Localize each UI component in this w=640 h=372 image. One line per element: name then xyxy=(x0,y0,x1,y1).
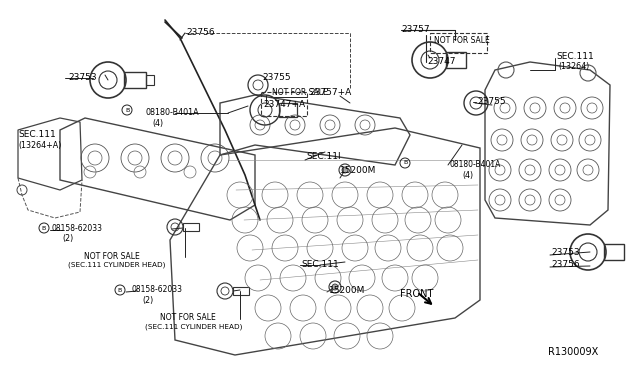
Text: 23747: 23747 xyxy=(427,57,456,66)
Text: 15200M: 15200M xyxy=(340,166,376,175)
Text: (SEC.111 CYLINDER HEAD): (SEC.111 CYLINDER HEAD) xyxy=(145,323,243,330)
Text: 23756: 23756 xyxy=(186,28,214,37)
Bar xyxy=(604,244,624,260)
Bar xyxy=(446,52,466,68)
Text: 23757: 23757 xyxy=(401,25,429,34)
Text: 08180-B401A: 08180-B401A xyxy=(450,160,501,169)
Bar xyxy=(430,33,487,53)
Bar xyxy=(124,72,146,88)
Text: (2): (2) xyxy=(142,296,153,305)
Text: R130009X: R130009X xyxy=(548,347,598,357)
Text: B: B xyxy=(118,288,122,292)
Text: FRONT: FRONT xyxy=(400,289,433,299)
Text: (4): (4) xyxy=(462,171,473,180)
Bar xyxy=(183,223,199,231)
Text: (13264): (13264) xyxy=(558,62,589,71)
Bar xyxy=(279,103,297,117)
Bar xyxy=(233,287,249,295)
Text: NOT FOR SALE: NOT FOR SALE xyxy=(84,252,140,261)
Text: (4): (4) xyxy=(152,119,163,128)
Text: SEC.11l: SEC.11l xyxy=(306,152,340,161)
Text: SEC.111: SEC.111 xyxy=(301,260,339,269)
Text: 08180-B401A: 08180-B401A xyxy=(145,108,198,117)
Circle shape xyxy=(332,284,338,290)
Text: 23756: 23756 xyxy=(551,260,580,269)
Text: 23755: 23755 xyxy=(262,73,291,82)
Text: B: B xyxy=(125,108,129,112)
Text: (SEC.111 CYLINDER HEAD): (SEC.111 CYLINDER HEAD) xyxy=(68,262,165,269)
Text: 23747+A: 23747+A xyxy=(263,100,305,109)
Text: (13264+A): (13264+A) xyxy=(18,141,61,150)
Text: (2): (2) xyxy=(62,234,73,243)
Text: 08158-62033: 08158-62033 xyxy=(131,285,182,294)
Text: NOT FOR SALE: NOT FOR SALE xyxy=(272,88,328,97)
Bar xyxy=(146,75,154,85)
Text: 15200M: 15200M xyxy=(329,286,365,295)
Text: SEC.111: SEC.111 xyxy=(556,52,594,61)
Text: 08158-62033: 08158-62033 xyxy=(51,224,102,233)
Text: 23757+A: 23757+A xyxy=(309,88,351,97)
Text: SEC.111: SEC.111 xyxy=(18,130,56,139)
Circle shape xyxy=(342,167,348,173)
Text: 23755: 23755 xyxy=(477,97,506,106)
Text: NOT FOR SALE: NOT FOR SALE xyxy=(160,313,216,322)
Text: 23753: 23753 xyxy=(551,248,580,257)
Text: 23753: 23753 xyxy=(68,73,97,82)
Bar xyxy=(261,92,307,116)
Text: B: B xyxy=(403,160,407,166)
Text: NOT FOR SALE: NOT FOR SALE xyxy=(434,36,490,45)
Text: B: B xyxy=(42,225,46,231)
